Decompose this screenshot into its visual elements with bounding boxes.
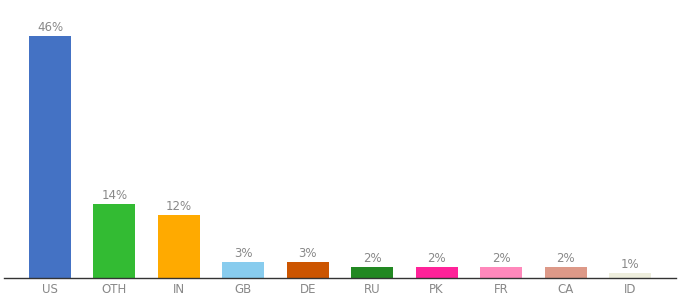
Text: 3%: 3% [234, 247, 252, 260]
Bar [480, 267, 522, 278]
Text: 2%: 2% [427, 252, 446, 265]
Bar [352, 267, 393, 278]
Text: 14%: 14% [101, 189, 127, 202]
Bar [93, 204, 135, 278]
Bar [158, 215, 200, 278]
Bar [609, 273, 651, 278]
Text: 3%: 3% [299, 247, 317, 260]
Text: 46%: 46% [37, 21, 63, 34]
Text: 12%: 12% [166, 200, 192, 213]
Text: 2%: 2% [363, 252, 381, 265]
Text: 2%: 2% [492, 252, 511, 265]
Text: 2%: 2% [556, 252, 575, 265]
Bar [415, 267, 458, 278]
Bar [545, 267, 587, 278]
Bar [222, 262, 265, 278]
Bar [29, 36, 71, 278]
Text: 1%: 1% [621, 258, 639, 271]
Bar [287, 262, 328, 278]
